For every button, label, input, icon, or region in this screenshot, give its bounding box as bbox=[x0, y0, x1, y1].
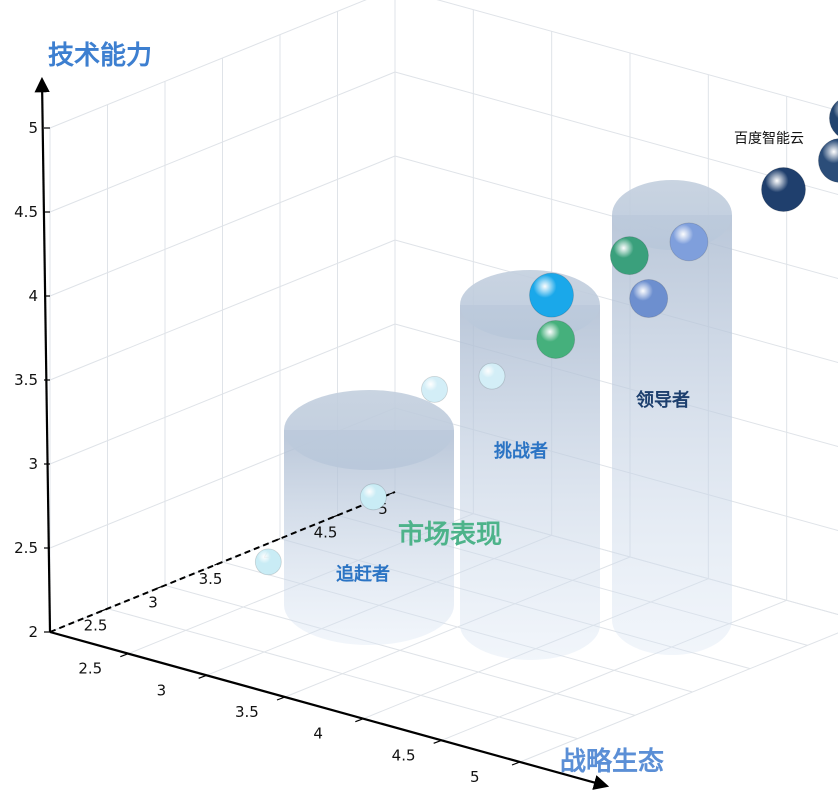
x-tick-label: 3 bbox=[157, 681, 167, 699]
data-point bbox=[669, 222, 709, 262]
y-tick-label: 4 bbox=[28, 287, 38, 305]
tier-label-leader: 领导者 bbox=[636, 389, 690, 411]
y-tick-label: 4.5 bbox=[14, 203, 38, 221]
data-point bbox=[359, 483, 387, 511]
data-point bbox=[421, 375, 448, 403]
cylinder-challenger bbox=[460, 270, 600, 660]
y-tick-label: 5 bbox=[28, 119, 38, 137]
point-annotation: 百度智能云 bbox=[734, 131, 804, 147]
y-axis-title: 技术能力 bbox=[48, 40, 152, 71]
data-point bbox=[536, 320, 576, 359]
axes: 22.533.544.552.533.544.552.533.544.55 bbox=[14, 76, 610, 790]
x-tick-label: 2.5 bbox=[78, 660, 102, 678]
x-axis-line bbox=[49, 630, 610, 790]
z-tick-label: 3.5 bbox=[199, 570, 223, 588]
data-point bbox=[629, 279, 669, 318]
z-tick-label: 2.5 bbox=[84, 617, 108, 635]
data-points bbox=[254, 100, 838, 576]
z-tick-label: 5 bbox=[378, 500, 388, 518]
data-point bbox=[818, 138, 838, 183]
data-point bbox=[829, 100, 838, 137]
tier-cylinders bbox=[284, 180, 732, 660]
x-tick-label: 3.5 bbox=[235, 703, 259, 721]
data-point bbox=[529, 272, 574, 318]
cylinder-chaser bbox=[284, 390, 454, 645]
x-axis-title: 战略生态 bbox=[560, 746, 664, 777]
data-point bbox=[478, 362, 506, 390]
data-point bbox=[609, 236, 649, 276]
y-tick-label: 2 bbox=[28, 623, 38, 641]
y-tick-label: 3.5 bbox=[14, 371, 38, 389]
y-tick-label: 2.5 bbox=[14, 539, 38, 557]
z-tick-label: 4.5 bbox=[314, 523, 338, 541]
tier-label-chaser: 追赶者 bbox=[336, 563, 390, 585]
tier-label-challenger: 挑战者 bbox=[494, 440, 548, 462]
z-tick-label: 3 bbox=[148, 593, 158, 611]
x-tick-label: 4 bbox=[313, 725, 323, 743]
data-point bbox=[254, 548, 282, 576]
cylinder-leader bbox=[612, 180, 732, 655]
y-axis-line bbox=[34, 76, 52, 633]
x-tick-label: 4.5 bbox=[392, 746, 416, 764]
x-tick-label: 5 bbox=[470, 768, 480, 786]
z-axis-title: 市场表现 bbox=[398, 519, 502, 550]
y-tick-label: 3 bbox=[28, 455, 38, 473]
data-point bbox=[761, 167, 806, 212]
